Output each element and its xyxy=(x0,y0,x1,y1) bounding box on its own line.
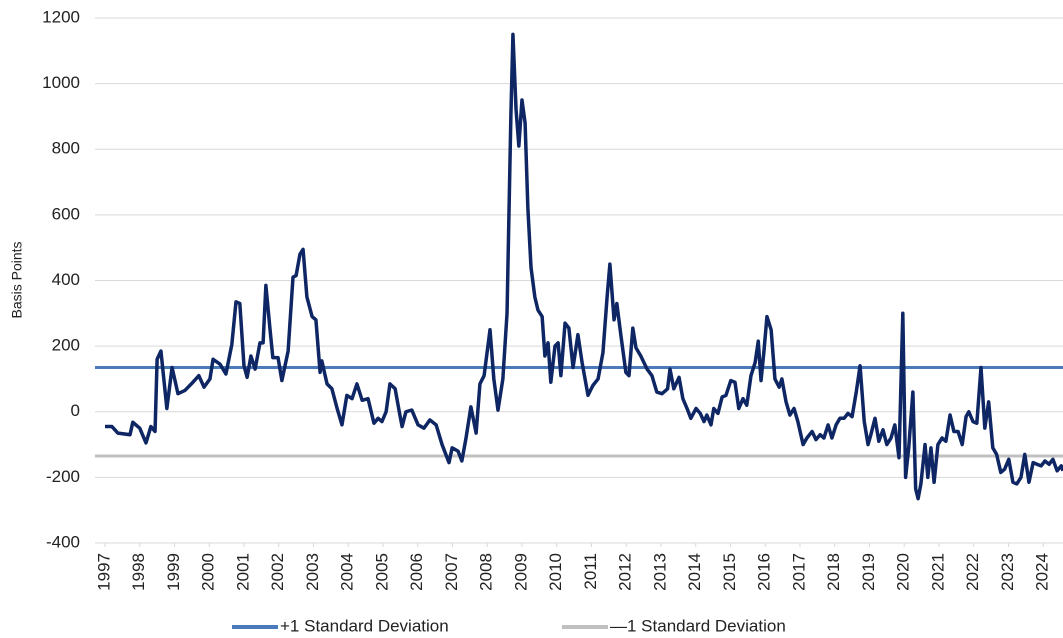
y-tick-label: 200 xyxy=(52,336,80,355)
x-tick-label: 2015 xyxy=(720,553,739,591)
x-tick-label: 2018 xyxy=(824,553,843,591)
x-tick-label: 2022 xyxy=(963,553,982,591)
x-tick-label: 2000 xyxy=(199,553,218,591)
y-tick-label: 0 xyxy=(71,401,80,420)
legend-label: +1 Standard Deviation xyxy=(280,616,449,635)
x-tick-label: 2001 xyxy=(233,553,252,591)
x-tick-label: 2016 xyxy=(755,553,774,591)
x-tick-label: 1998 xyxy=(129,553,148,591)
x-tick-label: 2023 xyxy=(998,553,1017,591)
x-tick-label: 2011 xyxy=(581,553,600,590)
x-tick-label: 2006 xyxy=(407,553,426,591)
legend-label: —1 Standard Deviation xyxy=(610,616,786,635)
x-tick-label: 2003 xyxy=(303,553,322,591)
x-tick-label: 2008 xyxy=(477,553,496,591)
x-tick-label: 2017 xyxy=(789,553,808,591)
y-tick-label: -200 xyxy=(46,467,80,486)
x-tick-label: 2007 xyxy=(442,553,461,591)
y-tick-label: 800 xyxy=(52,139,80,158)
x-tick-label: 2004 xyxy=(338,553,357,591)
y-tick-label: 600 xyxy=(52,204,80,223)
x-tick-label: 2020 xyxy=(894,553,913,591)
data-line xyxy=(105,32,1063,501)
x-tick-label: 1997 xyxy=(94,553,113,591)
y-tick-label: 1000 xyxy=(42,73,80,92)
x-tick-label: 2012 xyxy=(616,553,635,591)
x-tick-label: 2010 xyxy=(546,553,565,591)
y-tick-label: 400 xyxy=(52,270,80,289)
y-tick-label: 1200 xyxy=(42,7,80,26)
y-tick-label: -400 xyxy=(46,532,80,551)
y-axis-label: Basis Points xyxy=(9,241,25,318)
x-tick-label: 2009 xyxy=(511,553,530,591)
x-tick-label: 1999 xyxy=(164,553,183,591)
x-tick-label: 2013 xyxy=(650,553,669,591)
x-tick-label: 2021 xyxy=(928,553,947,591)
x-tick-label: 2014 xyxy=(685,553,704,591)
x-tick-label: 2024 xyxy=(1033,553,1052,591)
x-tick-label: 2005 xyxy=(372,553,391,591)
x-tick-label: 2019 xyxy=(859,553,878,591)
x-tick-label: 2002 xyxy=(268,553,287,591)
